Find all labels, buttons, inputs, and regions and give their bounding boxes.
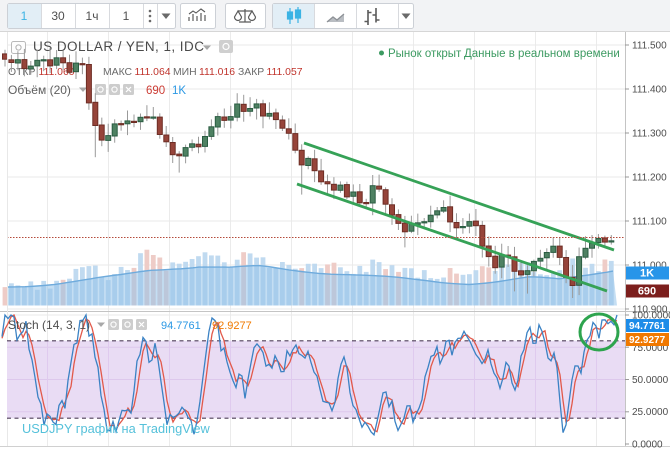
svg-text:25.0000: 25.0000 (632, 407, 669, 418)
svg-text:111.300: 111.300 (632, 129, 667, 140)
svg-text:Stoch (14, 3, 1): Stoch (14, 3, 1) (8, 318, 90, 332)
svg-text:Рынок открыт: Рынок открыт (388, 48, 462, 60)
svg-text:МАКС: МАКС (103, 67, 133, 78)
svg-text:92.9277: 92.9277 (212, 320, 252, 332)
svg-text:МИН: МИН (173, 67, 197, 78)
svg-text:94.7761: 94.7761 (629, 321, 666, 332)
svg-text:US DOLLAR / YEN, 1, IDC: US DOLLAR / YEN, 1, IDC (33, 39, 204, 54)
svg-text:ОТКР: ОТКР (8, 67, 35, 78)
svg-text:Данные в реальном времени: Данные в реальном времени (464, 48, 620, 60)
svg-text:1: 1 (123, 9, 130, 23)
svg-text:1K: 1K (172, 85, 186, 97)
svg-text:USDJPY график на TradingView: USDJPY график на TradingView (22, 421, 210, 436)
svg-text:1: 1 (21, 9, 28, 23)
svg-text:111.016: 111.016 (199, 67, 235, 78)
svg-text:111.064: 111.064 (135, 67, 171, 78)
svg-text:Объём (20): Объём (20) (8, 83, 71, 97)
svg-text:110.900: 110.900 (632, 305, 668, 316)
svg-text:92.9277: 92.9277 (629, 335, 666, 346)
svg-text:50.0000: 50.0000 (632, 375, 669, 386)
svg-text:100.0000: 100.0000 (632, 311, 670, 322)
svg-text:1K: 1K (640, 268, 654, 280)
svg-text:1ч: 1ч (86, 9, 99, 23)
svg-text:111.400: 111.400 (632, 85, 667, 96)
svg-text:111.200: 111.200 (632, 173, 667, 184)
svg-text:ЗАКР: ЗАКР (238, 67, 264, 78)
svg-text:111.060: 111.060 (39, 67, 75, 78)
svg-text:30: 30 (51, 9, 65, 23)
svg-text:111.100: 111.100 (632, 217, 667, 228)
svg-text:690: 690 (638, 286, 656, 298)
svg-text:111.500: 111.500 (632, 41, 667, 52)
svg-text:111.000: 111.000 (632, 261, 667, 272)
svg-text:75.0000: 75.0000 (632, 343, 669, 354)
svg-text:690: 690 (146, 85, 165, 97)
svg-text:111.057: 111.057 (267, 67, 303, 78)
svg-text:94.7761: 94.7761 (161, 320, 201, 332)
svg-text:0.0000: 0.0000 (632, 440, 663, 450)
